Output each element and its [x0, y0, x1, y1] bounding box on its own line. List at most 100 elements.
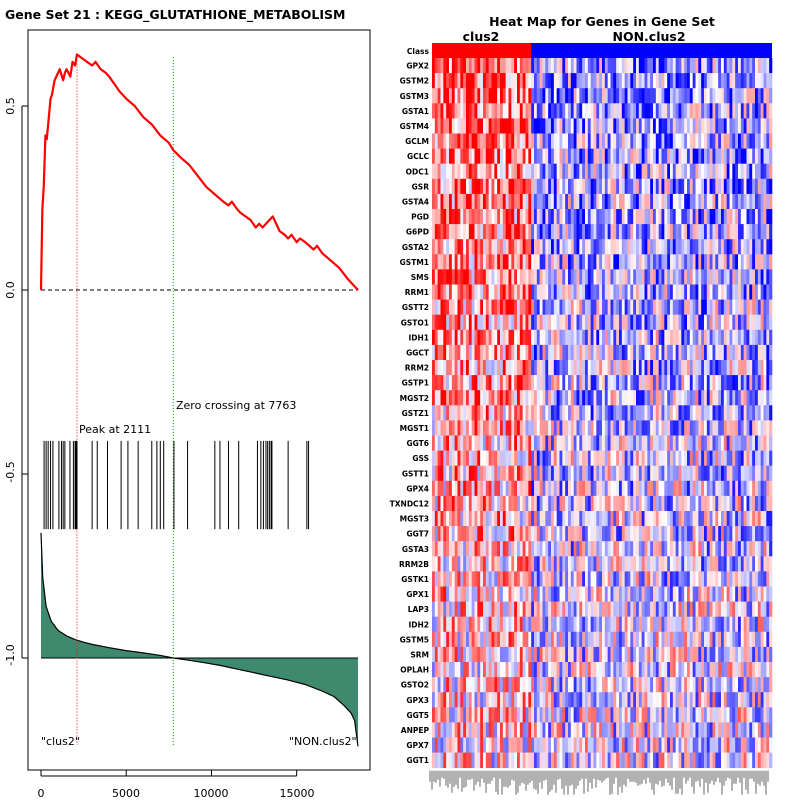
heatmap-cell — [642, 360, 645, 375]
heatmap-cell — [460, 541, 463, 556]
heatmap-cell — [752, 285, 755, 300]
heatmap-cell — [681, 526, 684, 541]
heatmap-cell — [619, 179, 622, 194]
heatmap-cell — [622, 269, 625, 284]
heatmap-cell — [710, 375, 713, 390]
heatmap-cell — [616, 436, 619, 451]
heatmap-cell — [582, 134, 585, 149]
heatmap-cell — [548, 194, 551, 209]
heatmap-cell — [514, 496, 517, 511]
heatmap-cell — [591, 239, 594, 254]
heatmap-cell — [588, 556, 591, 571]
heatmap-cell — [611, 647, 614, 662]
heatmap-cell — [543, 405, 546, 420]
heatmap-cell — [565, 481, 568, 496]
heatmap-cell — [758, 194, 761, 209]
heatmap-cell — [534, 88, 537, 103]
heatmap-cell — [764, 300, 767, 315]
heatmap-cell — [503, 571, 506, 586]
heatmap-cell — [514, 88, 517, 103]
heatmap-cell — [642, 496, 645, 511]
heatmap-cell — [526, 254, 529, 269]
heatmap-cell — [458, 254, 461, 269]
heatmap-cell — [645, 285, 648, 300]
heatmap-cell — [599, 149, 602, 164]
heatmap-cell — [455, 375, 458, 390]
heatmap-cell — [693, 390, 696, 405]
heatmap-cell — [647, 617, 650, 632]
heatmap-cell — [690, 360, 693, 375]
heatmap-cell — [446, 164, 449, 179]
heatmap-cell — [577, 436, 580, 451]
heatmap-cell — [432, 118, 435, 133]
heatmap-cell — [761, 73, 764, 88]
heatmap-cell — [599, 224, 602, 239]
heatmap-cell — [483, 405, 486, 420]
heatmap-cell — [568, 209, 571, 224]
heatmap-cell — [602, 511, 605, 526]
heatmap-cell — [764, 164, 767, 179]
heatmap-cell — [701, 511, 704, 526]
heatmap-cell — [630, 269, 633, 284]
heatmap-cell — [460, 164, 463, 179]
heatmap-cell — [698, 390, 701, 405]
heatmap-cell — [664, 194, 667, 209]
heatmap-cell — [480, 496, 483, 511]
heatmap-cell — [613, 254, 616, 269]
heatmap-cell — [659, 315, 662, 330]
gene-label: GSTO2 — [401, 681, 429, 690]
heatmap-cell — [492, 496, 495, 511]
heatmap-cell — [562, 375, 565, 390]
heatmap-cell — [526, 617, 529, 632]
heatmap-cell — [517, 88, 520, 103]
heatmap-cell — [551, 134, 554, 149]
heatmap-cell — [543, 254, 546, 269]
heatmap-cell — [622, 481, 625, 496]
heatmap-cell — [520, 511, 523, 526]
x-tick-label: 5000 — [112, 787, 140, 800]
heatmap-cell — [574, 300, 577, 315]
heatmap-cell — [466, 496, 469, 511]
heatmap-cell — [749, 149, 752, 164]
heatmap-cell — [489, 254, 492, 269]
heatmap-cell — [469, 511, 472, 526]
heatmap-cell — [747, 88, 750, 103]
heatmap-cell — [469, 662, 472, 677]
heatmap-cell — [718, 118, 721, 133]
heatmap-cell — [475, 526, 478, 541]
heatmap-cell — [509, 88, 512, 103]
heatmap-cell — [681, 632, 684, 647]
heatmap-cell — [472, 88, 475, 103]
heatmap-cell — [560, 88, 563, 103]
heatmap-cell — [764, 496, 767, 511]
heatmap-cell — [591, 300, 594, 315]
heatmap-cell — [523, 209, 526, 224]
heatmap-cell — [730, 88, 733, 103]
heatmap-cell — [715, 481, 718, 496]
heatmap-cell — [477, 405, 480, 420]
heatmap-cell — [438, 602, 441, 617]
heatmap-cell — [554, 617, 557, 632]
heatmap-cell — [554, 254, 557, 269]
heatmap-cell — [687, 571, 690, 586]
heatmap-cell — [676, 556, 679, 571]
heatmap-cell — [596, 617, 599, 632]
heatmap-cell — [622, 390, 625, 405]
heatmap-cell — [486, 239, 489, 254]
heatmap-cell — [574, 587, 577, 602]
heatmap-cell — [477, 239, 480, 254]
heatmap-cell — [730, 647, 733, 662]
heatmap-cell — [455, 632, 458, 647]
heatmap-cell — [494, 224, 497, 239]
heatmap-cell — [565, 541, 568, 556]
heatmap-cell — [633, 602, 636, 617]
heatmap-cell — [483, 179, 486, 194]
heatmap-cell — [560, 541, 563, 556]
heatmap-cell — [752, 405, 755, 420]
heatmap-cell — [687, 602, 690, 617]
heatmap-cell — [656, 647, 659, 662]
heatmap-cell — [591, 436, 594, 451]
heatmap-cell — [724, 285, 727, 300]
heatmap-cell — [645, 360, 648, 375]
heatmap-cell — [696, 360, 699, 375]
